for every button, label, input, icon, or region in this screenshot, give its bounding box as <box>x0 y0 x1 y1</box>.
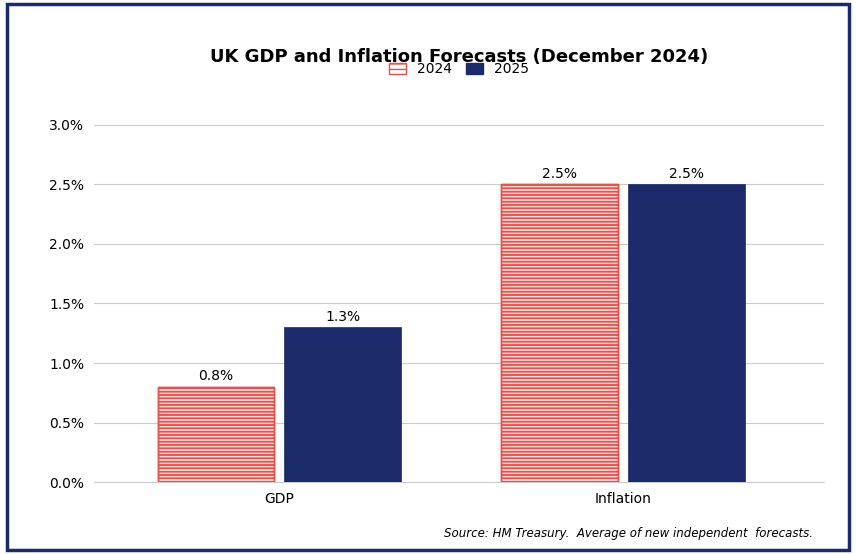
Bar <box>502 184 618 482</box>
Bar <box>158 387 274 482</box>
Title: UK GDP and Inflation Forecasts (December 2024): UK GDP and Inflation Forecasts (December… <box>210 48 708 66</box>
Legend: 2024, 2025: 2024, 2025 <box>389 63 529 76</box>
Text: Source: HM Treasury.  Average of new independent  forecasts.: Source: HM Treasury. Average of new inde… <box>444 527 813 540</box>
Bar <box>284 327 401 482</box>
Text: 2.5%: 2.5% <box>669 167 704 181</box>
Bar <box>628 184 745 482</box>
Text: 2.5%: 2.5% <box>542 167 577 181</box>
Text: 1.3%: 1.3% <box>325 310 360 324</box>
Bar <box>158 387 274 482</box>
Bar <box>502 184 618 482</box>
Text: 0.8%: 0.8% <box>198 369 234 383</box>
Bar <box>158 387 274 482</box>
Bar <box>502 184 618 482</box>
